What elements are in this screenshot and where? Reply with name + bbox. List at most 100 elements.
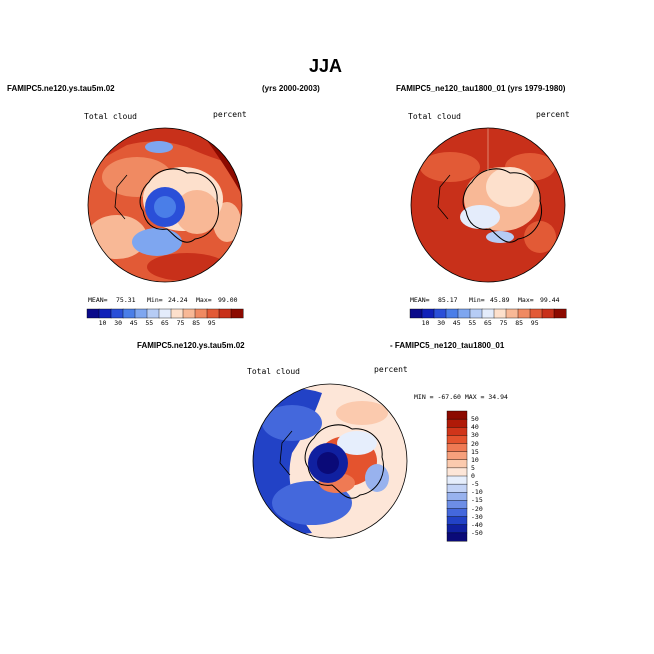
- colorbar-swatch: [446, 524, 468, 534]
- colorbar-tick-label: -30: [471, 512, 483, 521]
- panel1-units-label: percent: [213, 110, 247, 119]
- panel2-colorbar: [409, 308, 567, 319]
- colorbar-swatch: [446, 492, 468, 501]
- colorbar-swatch: [553, 308, 567, 319]
- colorbar-swatch: [170, 308, 184, 319]
- colorbar-tick-label: -15: [471, 496, 483, 505]
- colorbar-swatch: [158, 308, 172, 319]
- panel1-min-label: Min=: [147, 296, 163, 304]
- colorbar-swatch: [98, 308, 112, 319]
- panel1-polar-map: [87, 127, 243, 283]
- colorbar-swatch: [122, 308, 136, 319]
- colorbar-swatch: [446, 435, 468, 445]
- colorbar-swatch: [469, 308, 483, 319]
- colorbar-tick-label: 0: [471, 472, 475, 480]
- colorbar-swatch: [446, 516, 468, 526]
- colorbar-swatch: [86, 308, 100, 319]
- colorbar-swatch: [446, 500, 468, 510]
- panel2-colorbar-ticks: 10 30 45 55 65 75 85 95: [410, 319, 566, 329]
- colorbar-tick-label: 45: [452, 319, 461, 327]
- panel2-case-name: FAMIPC5_ne120_tau1800_01 (yrs 1979-1980): [396, 84, 566, 93]
- colorbar-tick-label: 85: [515, 319, 524, 327]
- panel2-max-label: Max=: [518, 296, 534, 304]
- colorbar-swatch: [446, 508, 468, 518]
- colorbar-tick-label: 20: [471, 439, 479, 448]
- panel2-min-label: Min=: [469, 296, 485, 304]
- panel1-colorbar-ticks: 10 30 45 55 65 75 85 95: [87, 319, 243, 329]
- colorbar-tick-label: 65: [161, 319, 169, 327]
- colorbar-tick-label: 15: [471, 447, 479, 456]
- colorbar-swatch: [206, 308, 220, 319]
- colorbar-tick-label: 50: [471, 415, 479, 424]
- colorbar-swatch: [134, 308, 148, 319]
- colorbar-swatch: [446, 451, 468, 461]
- panel1-max-label: Max=: [196, 296, 212, 304]
- panel3-field-label: Total cloud: [247, 367, 300, 376]
- colorbar-swatch: [194, 308, 208, 319]
- colorbar-swatch: [529, 308, 543, 319]
- colorbar-swatch: [446, 475, 468, 485]
- panel2-mean-label: MEAN=: [410, 296, 430, 304]
- colorbar-tick-label: 65: [484, 319, 492, 327]
- colorbar-swatch: [433, 308, 447, 319]
- panel3-units-label: percent: [374, 365, 408, 374]
- colorbar-tick-label: 30: [437, 319, 446, 327]
- panel1-years: (yrs 2000-2003): [262, 84, 320, 93]
- panel2-units-label: percent: [536, 110, 570, 119]
- colorbar-swatch: [446, 443, 468, 453]
- panel2-min-value: 45.89: [490, 296, 510, 304]
- panel1-colorbar: [86, 308, 244, 319]
- colorbar-swatch: [218, 308, 232, 319]
- colorbar-tick-label: 55: [468, 319, 477, 327]
- colorbar-swatch: [481, 308, 495, 319]
- colorbar-tick-label: 95: [207, 319, 216, 327]
- colorbar-swatch: [409, 308, 423, 319]
- panel3-subtracted-case: - FAMIPC5_ne120_tau1800_01: [390, 341, 505, 350]
- panel1-mean-value: 75.31: [116, 296, 136, 304]
- colorbar-tick-label: -40: [471, 520, 483, 529]
- colorbar-swatch: [446, 459, 468, 469]
- colorbar-tick-label: -10: [471, 488, 483, 497]
- colorbar-tick-label: 45: [129, 319, 138, 327]
- panel1-mean-label: MEAN=: [88, 296, 108, 304]
- colorbar-swatch: [446, 467, 468, 477]
- panel1-field-label: Total cloud: [84, 112, 137, 121]
- panel2-mean-value: 85.17: [438, 296, 458, 304]
- panel2-max-value: 99.44: [540, 296, 560, 304]
- panel1-min-value: 24.24: [168, 296, 188, 304]
- panel3-colorbar: [446, 410, 468, 542]
- colorbar-tick-label: 55: [145, 319, 154, 327]
- colorbar-tick-label: 85: [192, 319, 201, 327]
- colorbar-swatch: [182, 308, 196, 319]
- panel2-field-label: Total cloud: [408, 112, 461, 121]
- colorbar-swatch: [445, 308, 459, 319]
- colorbar-swatch: [446, 410, 468, 420]
- panel3-case-name: FAMIPC5.ne120.ys.tau5m.02: [137, 341, 245, 350]
- colorbar-swatch: [230, 308, 244, 319]
- panel1-case-name: FAMIPC5.ne120.ys.tau5m.02: [7, 84, 115, 93]
- colorbar-swatch: [446, 418, 468, 428]
- colorbar-swatch: [457, 308, 471, 319]
- colorbar-swatch: [446, 483, 468, 493]
- colorbar-tick-label: 95: [530, 319, 539, 327]
- panel3-range: MIN = -67.60 MAX = 34.94: [414, 393, 508, 401]
- panel3-polar-map: [252, 383, 408, 539]
- colorbar-swatch: [505, 308, 519, 319]
- colorbar-tick-label: 30: [471, 431, 479, 440]
- colorbar-tick-label: -5: [471, 480, 479, 489]
- colorbar-tick-label: 10: [471, 455, 479, 464]
- colorbar-tick-label: -20: [471, 504, 483, 513]
- colorbar-swatch: [493, 308, 507, 319]
- colorbar-tick-label: 40: [471, 423, 479, 432]
- page-title: JJA: [309, 56, 343, 76]
- colorbar-tick-label: 10: [421, 319, 430, 327]
- colorbar-swatch: [110, 308, 124, 319]
- colorbar-tick-label: 30: [114, 319, 123, 327]
- colorbar-tick-label: 5: [471, 463, 475, 472]
- panel3-colorbar-ticks: 50 40 30 20 15 10 5 0 -5 -10 -15 -20 -30 -40 -50: [471, 411, 501, 541]
- colorbar-swatch: [421, 308, 435, 319]
- colorbar-tick-label: -50: [471, 528, 483, 537]
- colorbar-swatch: [446, 427, 468, 436]
- colorbar-tick-label: 75: [499, 319, 508, 327]
- colorbar-swatch: [446, 532, 468, 542]
